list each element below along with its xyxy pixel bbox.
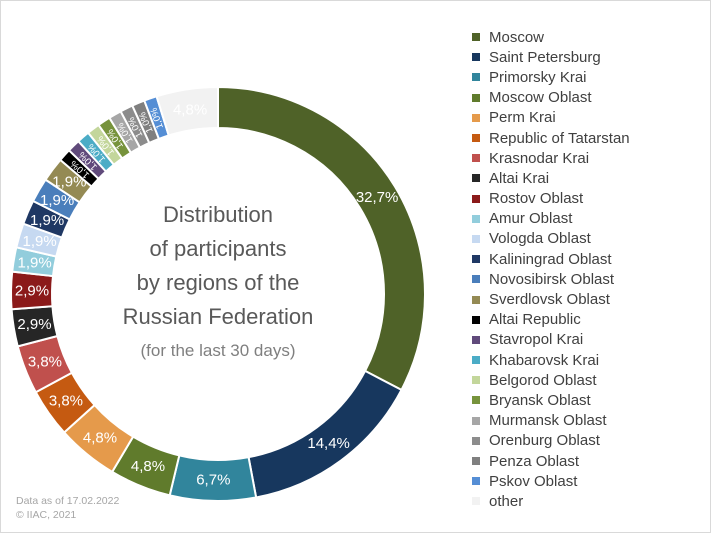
legend-item-sverdlovsk-oblast: Sverdlovsk Oblast xyxy=(472,289,630,309)
legend-swatch xyxy=(472,356,480,365)
data-label-krasnodar-krai: 3,8% xyxy=(28,354,62,371)
legend-swatch xyxy=(472,174,480,183)
legend-swatch xyxy=(472,93,480,102)
legend-item-altai-krai: Altai Krai xyxy=(472,168,630,188)
legend-item-krasnodar-krai: Krasnodar Krai xyxy=(472,148,630,168)
legend-label: Penza Oblast xyxy=(489,452,580,470)
chart-title-line-2: of participants xyxy=(149,236,287,261)
data-label-other: 4,8% xyxy=(173,102,207,119)
data-label-novosibirsk-oblast: 1,9% xyxy=(40,192,74,209)
data-label-primorsky-krai: 6,7% xyxy=(196,471,230,488)
data-label-perm-krai: 4,8% xyxy=(83,429,117,446)
legend-item-kaliningrad-oblast: Kaliningrad Oblast xyxy=(472,249,630,269)
legend-item-novosibirsk-oblast: Novosibirsk Oblast xyxy=(472,269,630,289)
copyright-note: © IIAC, 2021 xyxy=(16,509,77,521)
chart-legend: Moscow Saint Petersburg Primorsky Krai Mosc… xyxy=(472,27,630,512)
legend-item-stavropol-krai: Stavropol Krai xyxy=(472,330,630,350)
legend-swatch xyxy=(472,234,480,243)
legend-label: Stavropol Krai xyxy=(489,331,584,349)
legend-item-orenburg-oblast: Orenburg Oblast xyxy=(472,431,630,451)
legend-swatch xyxy=(472,255,480,264)
legend-swatch xyxy=(472,396,480,405)
legend-item-bryansk-oblast: Bryansk Oblast xyxy=(472,390,630,410)
legend-label: Kaliningrad Oblast xyxy=(489,250,612,268)
legend-swatch xyxy=(472,134,480,143)
legend-swatch xyxy=(472,315,480,324)
data-label-republic-of-tatarstan: 3,8% xyxy=(49,393,83,410)
legend-label: Novosibirsk Oblast xyxy=(489,270,615,288)
legend-swatch xyxy=(472,33,480,42)
legend-swatch xyxy=(472,416,480,425)
legend-swatch xyxy=(472,154,480,163)
chart-title: Distribution of participants by regions … xyxy=(98,198,338,368)
chart-title-line-3: by regions of the xyxy=(136,270,300,295)
legend-swatch xyxy=(472,53,480,62)
legend-label: Bryansk Oblast xyxy=(489,391,591,409)
chart-title-line-1: Distribution xyxy=(162,202,274,227)
legend-item-pskov-oblast: Pskov Oblast xyxy=(472,471,630,491)
legend-item-republic-of-tatarstan: Republic of Tatarstan xyxy=(472,128,630,148)
legend-swatch xyxy=(472,376,480,385)
data-label-kaliningrad-oblast: 1,9% xyxy=(30,212,64,229)
legend-label: Sverdlovsk Oblast xyxy=(489,291,610,309)
data-label-sverdlovsk-oblast: 1,9% xyxy=(52,174,86,191)
legend-item-moscow: Moscow xyxy=(472,27,630,47)
legend-label: Murmansk Oblast xyxy=(489,412,607,430)
slice-other xyxy=(155,85,219,137)
legend-label: Belgorod Oblast xyxy=(489,371,597,389)
legend-swatch xyxy=(472,477,480,486)
legend-label: Moscow xyxy=(489,28,545,46)
legend-label: Perm Krai xyxy=(489,109,556,127)
legend-swatch xyxy=(472,113,480,122)
legend-item-vologda-oblast: Vologda Oblast xyxy=(472,229,630,249)
legend-label: Krasnodar Krai xyxy=(489,149,590,167)
legend-label: Saint Petersburg xyxy=(489,48,601,66)
legend-item-penza-oblast: Penza Oblast xyxy=(472,451,630,471)
legend-label: Vologda Oblast xyxy=(489,230,591,248)
legend-swatch xyxy=(472,457,480,466)
legend-item-saint-petersburg: Saint Petersburg xyxy=(472,47,630,67)
legend-swatch xyxy=(472,335,480,344)
legend-item-altai-republic: Altai Republic xyxy=(472,310,630,330)
legend-swatch xyxy=(472,214,480,223)
chart-footer: Data as of 17.02.2022 © IIAC, 2021 xyxy=(16,494,119,522)
legend-item-amur-oblast: Amur Oblast xyxy=(472,209,630,229)
legend-label: Amur Oblast xyxy=(489,210,573,228)
legend-item-perm-krai: Perm Krai xyxy=(472,108,630,128)
legend-label: Orenburg Oblast xyxy=(489,432,600,450)
legend-swatch xyxy=(472,497,480,506)
legend-label: Altai Krai xyxy=(489,169,550,187)
legend-item-belgorod-oblast: Belgorod Oblast xyxy=(472,370,630,390)
legend-label: Rostov Oblast xyxy=(489,190,584,208)
legend-item-rostov-oblast: Rostov Oblast xyxy=(472,189,630,209)
legend-item-moscow-oblast: Moscow Oblast xyxy=(472,88,630,108)
legend-item-other: other xyxy=(472,491,630,511)
legend-label: other xyxy=(489,492,524,510)
legend-label: Republic of Tatarstan xyxy=(489,129,630,147)
data-label-vologda-oblast: 1,9% xyxy=(23,233,57,250)
legend-label: Altai Republic xyxy=(489,311,581,329)
legend-label: Pskov Oblast xyxy=(489,472,578,490)
data-label-moscow-oblast: 4,8% xyxy=(131,458,165,475)
data-label-moscow: 32,7% xyxy=(356,189,399,206)
legend-item-khabarovsk-krai: Khabarovsk Krai xyxy=(472,350,630,370)
legend-label: Moscow Oblast xyxy=(489,89,592,107)
legend-label: Khabarovsk Krai xyxy=(489,351,600,369)
legend-label: Primorsky Krai xyxy=(489,68,587,86)
legend-item-murmansk-oblast: Murmansk Oblast xyxy=(472,411,630,431)
data-label-altai-krai: 2,9% xyxy=(17,316,51,333)
chart-title-line-4: Russian Federation xyxy=(122,304,314,329)
legend-swatch xyxy=(472,295,480,304)
legend-swatch xyxy=(472,275,480,284)
data-date-note: Data as of 17.02.2022 xyxy=(16,495,120,507)
legend-item-primorsky-krai: Primorsky Krai xyxy=(472,67,630,87)
legend-swatch xyxy=(472,436,480,445)
data-label-rostov-oblast: 2,9% xyxy=(15,282,49,299)
data-label-saint-petersburg: 14,4% xyxy=(307,435,350,452)
chart-subtitle: (for the last 30 days) xyxy=(140,341,296,360)
data-label-amur-oblast: 1,9% xyxy=(18,254,52,271)
legend-swatch xyxy=(472,194,480,203)
legend-swatch xyxy=(472,73,480,82)
